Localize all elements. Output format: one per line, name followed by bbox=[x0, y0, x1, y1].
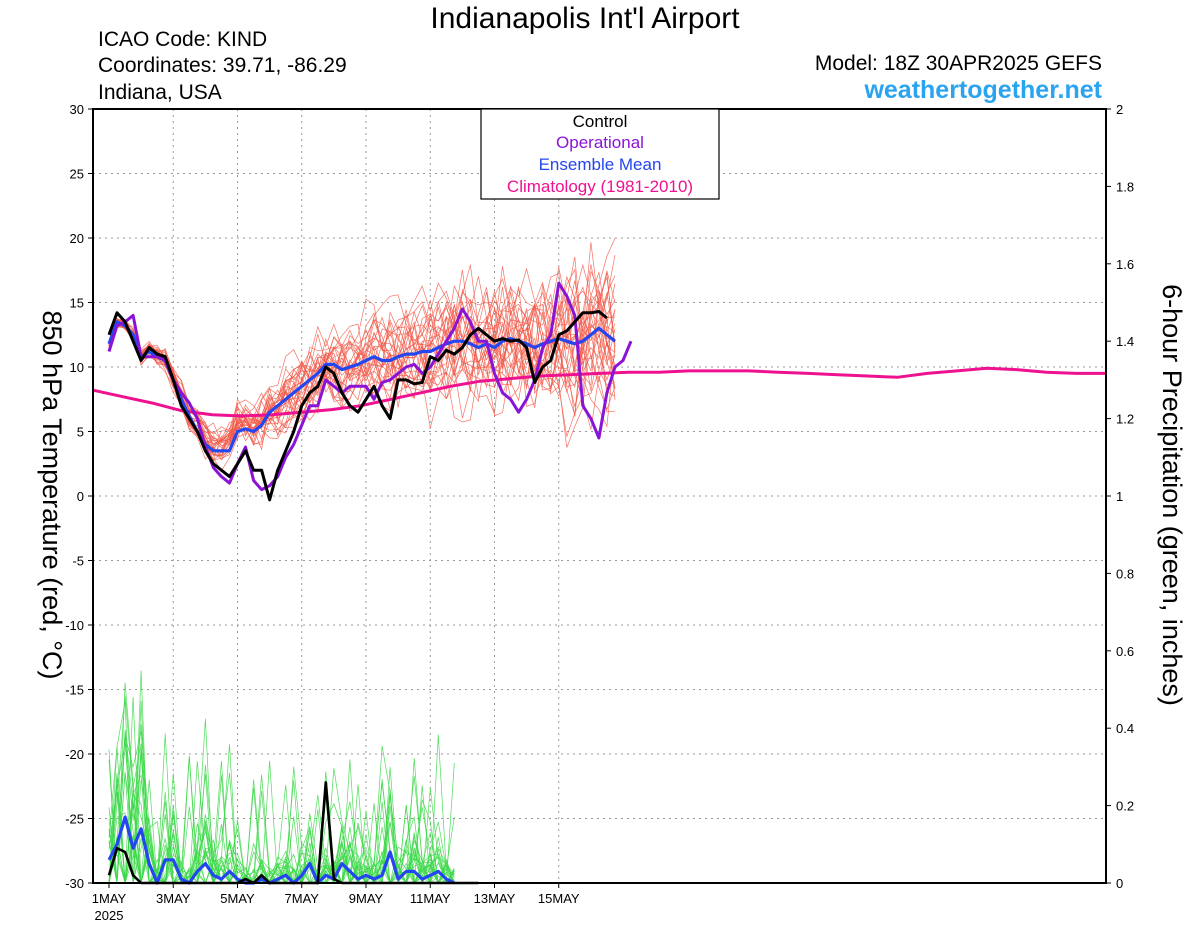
temperature-member-line bbox=[108, 290, 616, 451]
temperature-members bbox=[108, 238, 616, 472]
temperature-member-line bbox=[108, 316, 616, 461]
precip-members bbox=[108, 670, 455, 885]
y-tick-label-left: -10 bbox=[65, 618, 84, 633]
precip-member-line bbox=[108, 718, 455, 885]
climatology-line bbox=[92, 366, 1106, 418]
x-tick-label: 15MAY bbox=[538, 891, 580, 906]
brand-link[interactable]: weathertogether.net bbox=[864, 76, 1102, 104]
chart-title: Indianapolis Int'l Airport bbox=[430, 2, 740, 35]
y-tick-label-left: 25 bbox=[70, 167, 84, 182]
x-tick-label: 13MAY bbox=[474, 891, 516, 906]
ticks: 302520151050-5-10-15-20-25-3021.81.61.41… bbox=[65, 102, 1134, 923]
temperature-operational-line bbox=[107, 281, 633, 492]
y-tick-label-left: 30 bbox=[70, 102, 84, 117]
legend-ensemble-mean: Ensemble Mean bbox=[539, 155, 662, 174]
y-tick-label-left: 15 bbox=[70, 296, 84, 311]
y-tick-label-right: 0.8 bbox=[1116, 566, 1134, 581]
x-tick-label: 5MAY bbox=[220, 891, 255, 906]
legend-operational: Operational bbox=[556, 133, 644, 152]
series bbox=[92, 281, 1106, 885]
y-tick-label-left: -30 bbox=[65, 876, 84, 891]
temperature-control-line bbox=[107, 310, 608, 502]
icao-code: ICAO Code: KIND bbox=[98, 28, 268, 51]
y-tick-label-left: 10 bbox=[70, 360, 84, 375]
temperature-member-line bbox=[108, 266, 616, 440]
y-tick-label-right: 1.4 bbox=[1116, 334, 1134, 349]
x-tick-label: 7MAY bbox=[285, 891, 320, 906]
x-tick-label: 3MAY bbox=[156, 891, 191, 906]
grid bbox=[93, 109, 1106, 883]
temperature-member-line bbox=[108, 298, 616, 457]
y-axis-right-title: 6-hour Precipitation (green, inches) bbox=[1157, 284, 1187, 706]
y-tick-label-right: 2 bbox=[1116, 102, 1123, 117]
precip-ensemble-mean-line bbox=[107, 815, 456, 885]
temperature-member-line bbox=[108, 318, 616, 460]
y-tick-label-right: 1.8 bbox=[1116, 179, 1134, 194]
y-tick-label-right: 1.6 bbox=[1116, 257, 1134, 272]
legend-control: Control bbox=[573, 112, 628, 131]
y-axis-left-title: 850 hPa Temperature (red, °C) bbox=[37, 311, 67, 680]
y-tick-label-left: -15 bbox=[65, 683, 84, 698]
y-tick-label-left: 0 bbox=[77, 489, 84, 504]
y-tick-label-left: -25 bbox=[65, 812, 84, 827]
y-tick-label-left: 5 bbox=[77, 425, 84, 440]
x-tick-label: 11MAY bbox=[410, 891, 451, 906]
y-tick-label-right: 0.4 bbox=[1116, 721, 1134, 736]
y-tick-label-left: -20 bbox=[65, 747, 84, 762]
y-tick-label-left: 20 bbox=[70, 231, 84, 246]
x-tick-label: 1MAY bbox=[92, 891, 127, 906]
y-tick-label-right: 0 bbox=[1116, 876, 1123, 891]
temperature-member-line bbox=[108, 255, 616, 454]
y-tick-label-right: 0.2 bbox=[1116, 799, 1134, 814]
y-tick-label-left: -5 bbox=[72, 554, 84, 569]
coordinates: Coordinates: 39.71, -86.29 bbox=[98, 54, 347, 77]
temperature-member-line bbox=[108, 298, 616, 443]
y-tick-label-right: 1 bbox=[1116, 489, 1123, 504]
y-tick-label-right: 0.6 bbox=[1116, 644, 1134, 659]
legend: Control Operational Ensemble Mean Climat… bbox=[480, 108, 720, 200]
region: Indiana, USA bbox=[98, 81, 222, 104]
temperature-member-line bbox=[108, 242, 616, 443]
legend-climatology: Climatology (1981-2010) bbox=[507, 177, 693, 196]
model-run: Model: 18Z 30APR2025 GEFS bbox=[814, 52, 1102, 75]
x-tick-sublabel: 2025 bbox=[95, 908, 124, 923]
y-tick-label-right: 1.2 bbox=[1116, 412, 1134, 427]
legend-box bbox=[480, 108, 720, 200]
precip-member-line bbox=[108, 700, 455, 885]
x-tick-label: 9MAY bbox=[349, 891, 384, 906]
